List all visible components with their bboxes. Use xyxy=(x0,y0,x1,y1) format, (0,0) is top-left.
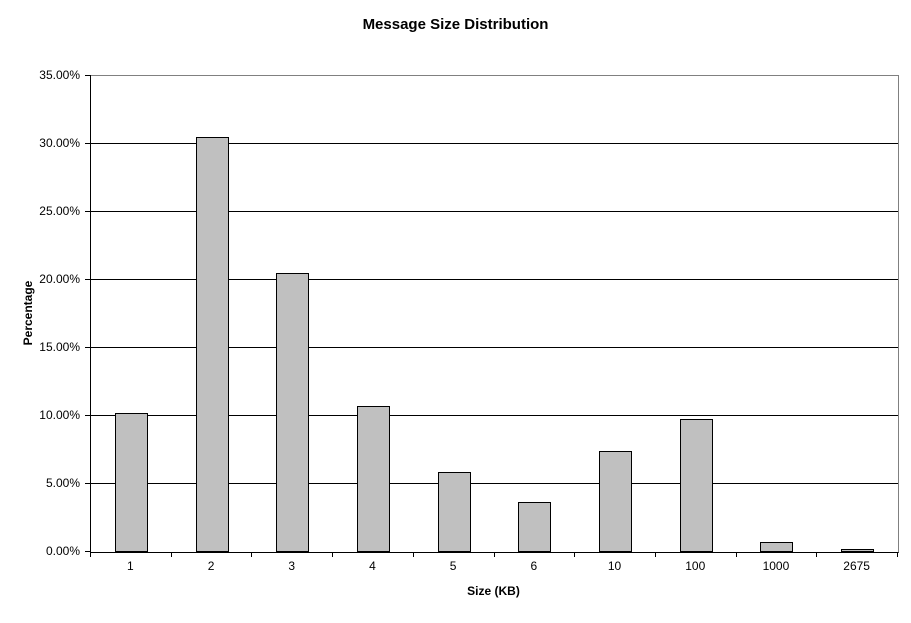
bar-4 xyxy=(357,406,390,552)
x-axis-tick xyxy=(251,552,252,557)
bar-100 xyxy=(680,419,713,552)
x-axis-title: Size (KB) xyxy=(467,584,520,598)
bar-1 xyxy=(115,413,148,552)
gridline xyxy=(91,347,898,348)
x-category-label: 1000 xyxy=(762,559,790,573)
x-category-label: 100 xyxy=(685,559,706,573)
x-category-label: 5 xyxy=(449,559,457,573)
x-axis-tick xyxy=(574,552,575,557)
x-category-label: 2675 xyxy=(843,559,870,573)
bar-2 xyxy=(196,137,229,552)
y-axis-tick-label: 20.00% xyxy=(39,272,80,286)
y-axis-tick-label: 35.00% xyxy=(39,68,80,82)
x-category-label: 6 xyxy=(530,559,538,573)
plot-area xyxy=(90,75,899,553)
y-axis-tick xyxy=(85,211,91,212)
x-category-label: 3 xyxy=(288,559,296,573)
y-axis-tick xyxy=(85,347,91,348)
gridline xyxy=(91,211,898,212)
y-axis-tick-label: 25.00% xyxy=(39,204,80,218)
x-category-label: 10 xyxy=(607,559,622,573)
bar-5 xyxy=(438,472,471,552)
x-category-label: 2 xyxy=(207,559,215,573)
x-axis-tick xyxy=(494,552,495,557)
gridline xyxy=(91,279,898,280)
x-axis-tick xyxy=(816,552,817,557)
x-axis-tick xyxy=(90,552,91,557)
y-axis-tick xyxy=(85,415,91,416)
bar-3 xyxy=(276,273,309,552)
x-axis-tick xyxy=(413,552,414,557)
y-axis-tick xyxy=(85,143,91,144)
gridline xyxy=(91,483,898,484)
x-axis-tick xyxy=(736,552,737,557)
y-axis-tick-label: 0.00% xyxy=(45,544,80,558)
y-axis-tick-label: 5.00% xyxy=(45,476,80,490)
bar-1000 xyxy=(760,542,793,552)
x-axis-tick xyxy=(332,552,333,557)
y-axis-title-text: Percentage xyxy=(21,280,35,346)
bar-6 xyxy=(518,502,551,552)
bar-10 xyxy=(599,451,632,552)
gridline xyxy=(91,415,898,416)
bar-2675 xyxy=(841,549,874,552)
x-axis-tick xyxy=(655,552,656,557)
y-axis-tick xyxy=(85,551,91,552)
x-axis-tick xyxy=(897,552,898,557)
chart-title: Message Size Distribution xyxy=(362,16,549,33)
gridline xyxy=(91,143,898,144)
y-axis-tick-label: 30.00% xyxy=(39,136,80,150)
x-category-label: 4 xyxy=(369,559,376,573)
y-axis-tick-label: 15.00% xyxy=(39,340,80,354)
x-axis-tick xyxy=(171,552,172,557)
y-axis-tick xyxy=(85,75,91,76)
y-axis-tick xyxy=(85,483,91,484)
y-axis-tick xyxy=(85,279,91,280)
y-axis-tick-label: 10.00% xyxy=(39,408,80,422)
x-category-label: 1 xyxy=(127,559,134,573)
